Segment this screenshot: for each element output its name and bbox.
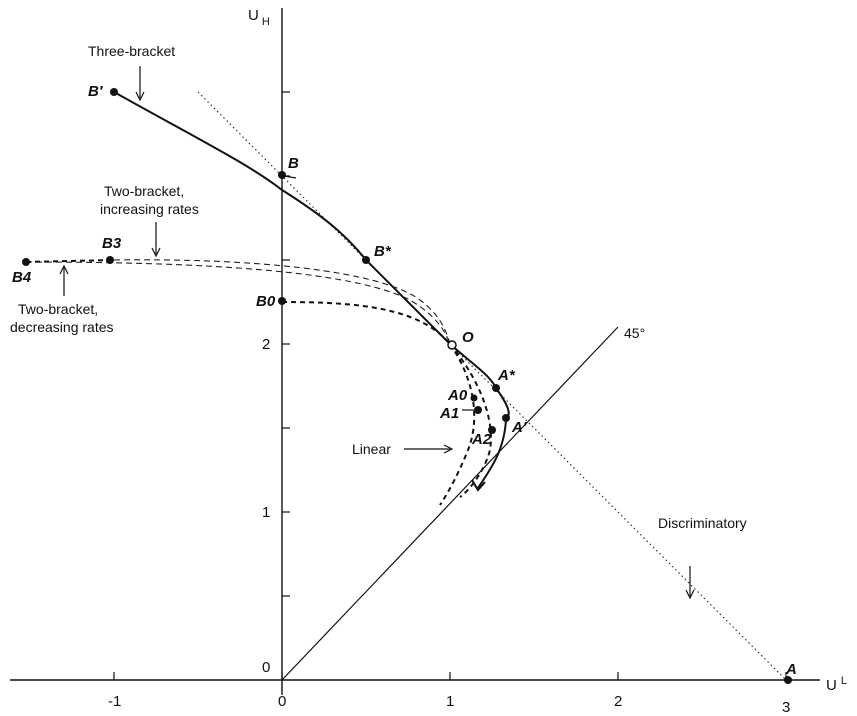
label-a-prime: A′ [511,419,528,436]
three-bracket-arrow-head [135,91,145,102]
discriminatory-arrow-head [685,589,695,600]
x-tick-label-2: 2 [614,693,622,710]
point-a-star [492,384,500,392]
label-a-star: A* [497,367,516,384]
two-bracket-increasing-arrow-head [151,247,161,258]
b4-b3-segment [25,259,115,263]
label-o: O [462,329,474,346]
x-tick-label-neg1: -1 [108,693,121,710]
origin-label: 0 [262,659,270,676]
linear-arrow-head [443,444,454,454]
label-a1: A1 [439,405,459,422]
point-b-prime [110,88,118,96]
label-b-prime: B′ [88,83,104,100]
two-bracket-increasing-curve [113,259,451,345]
forty-five-label: 45° [624,325,645,341]
point-b4 [22,258,30,266]
three-bracket-label: Three-bracket [88,43,175,59]
three-bracket-curve [113,91,510,489]
b0-curve [281,301,451,345]
forty-five-line [281,326,619,681]
label-a2: A2 [471,431,492,448]
x-tick-label-0: 0 [278,693,286,710]
y-tick-label-2: 2 [262,336,270,353]
point-b-star [362,256,370,264]
discriminatory-line [197,91,787,681]
label-b-star: B* [374,243,392,260]
x-tick-label-3: 3 [782,699,790,716]
point-b [278,171,286,179]
discriminatory-label: Discriminatory [658,515,747,531]
label-b0: B0 [256,293,276,310]
linear-curve-inner [439,343,476,506]
label-b4: B4 [12,269,32,286]
linear-label: Linear [352,441,391,457]
two-bracket-increasing-label-1: Two-bracket, [104,183,184,199]
point-b0 [278,297,286,305]
label-a: A [785,661,797,678]
two-bracket-decreasing-label-2: decreasing rates [10,319,114,335]
label-a0: A0 [447,387,468,404]
two-bracket-decreasing-curve [25,261,451,345]
two-bracket-decreasing-arrow-head [59,264,69,275]
linear-curve-outer [449,343,492,498]
b-pointer [283,175,297,179]
two-bracket-decreasing-label-1: Two-bracket, [18,301,98,317]
two-bracket-increasing-label-2: increasing rates [100,201,199,217]
label-b3: B3 [102,235,122,252]
point-b3 [106,256,114,264]
y-tick-label-1: 1 [262,504,270,521]
point-a1 [474,406,482,414]
x-tick-label-1: 1 [446,693,454,710]
point-a0 [470,394,478,402]
point-a [784,676,792,684]
point-a-prime [502,414,510,422]
point-a2 [488,426,496,434]
label-b: B [288,155,299,172]
point-o [447,340,457,350]
